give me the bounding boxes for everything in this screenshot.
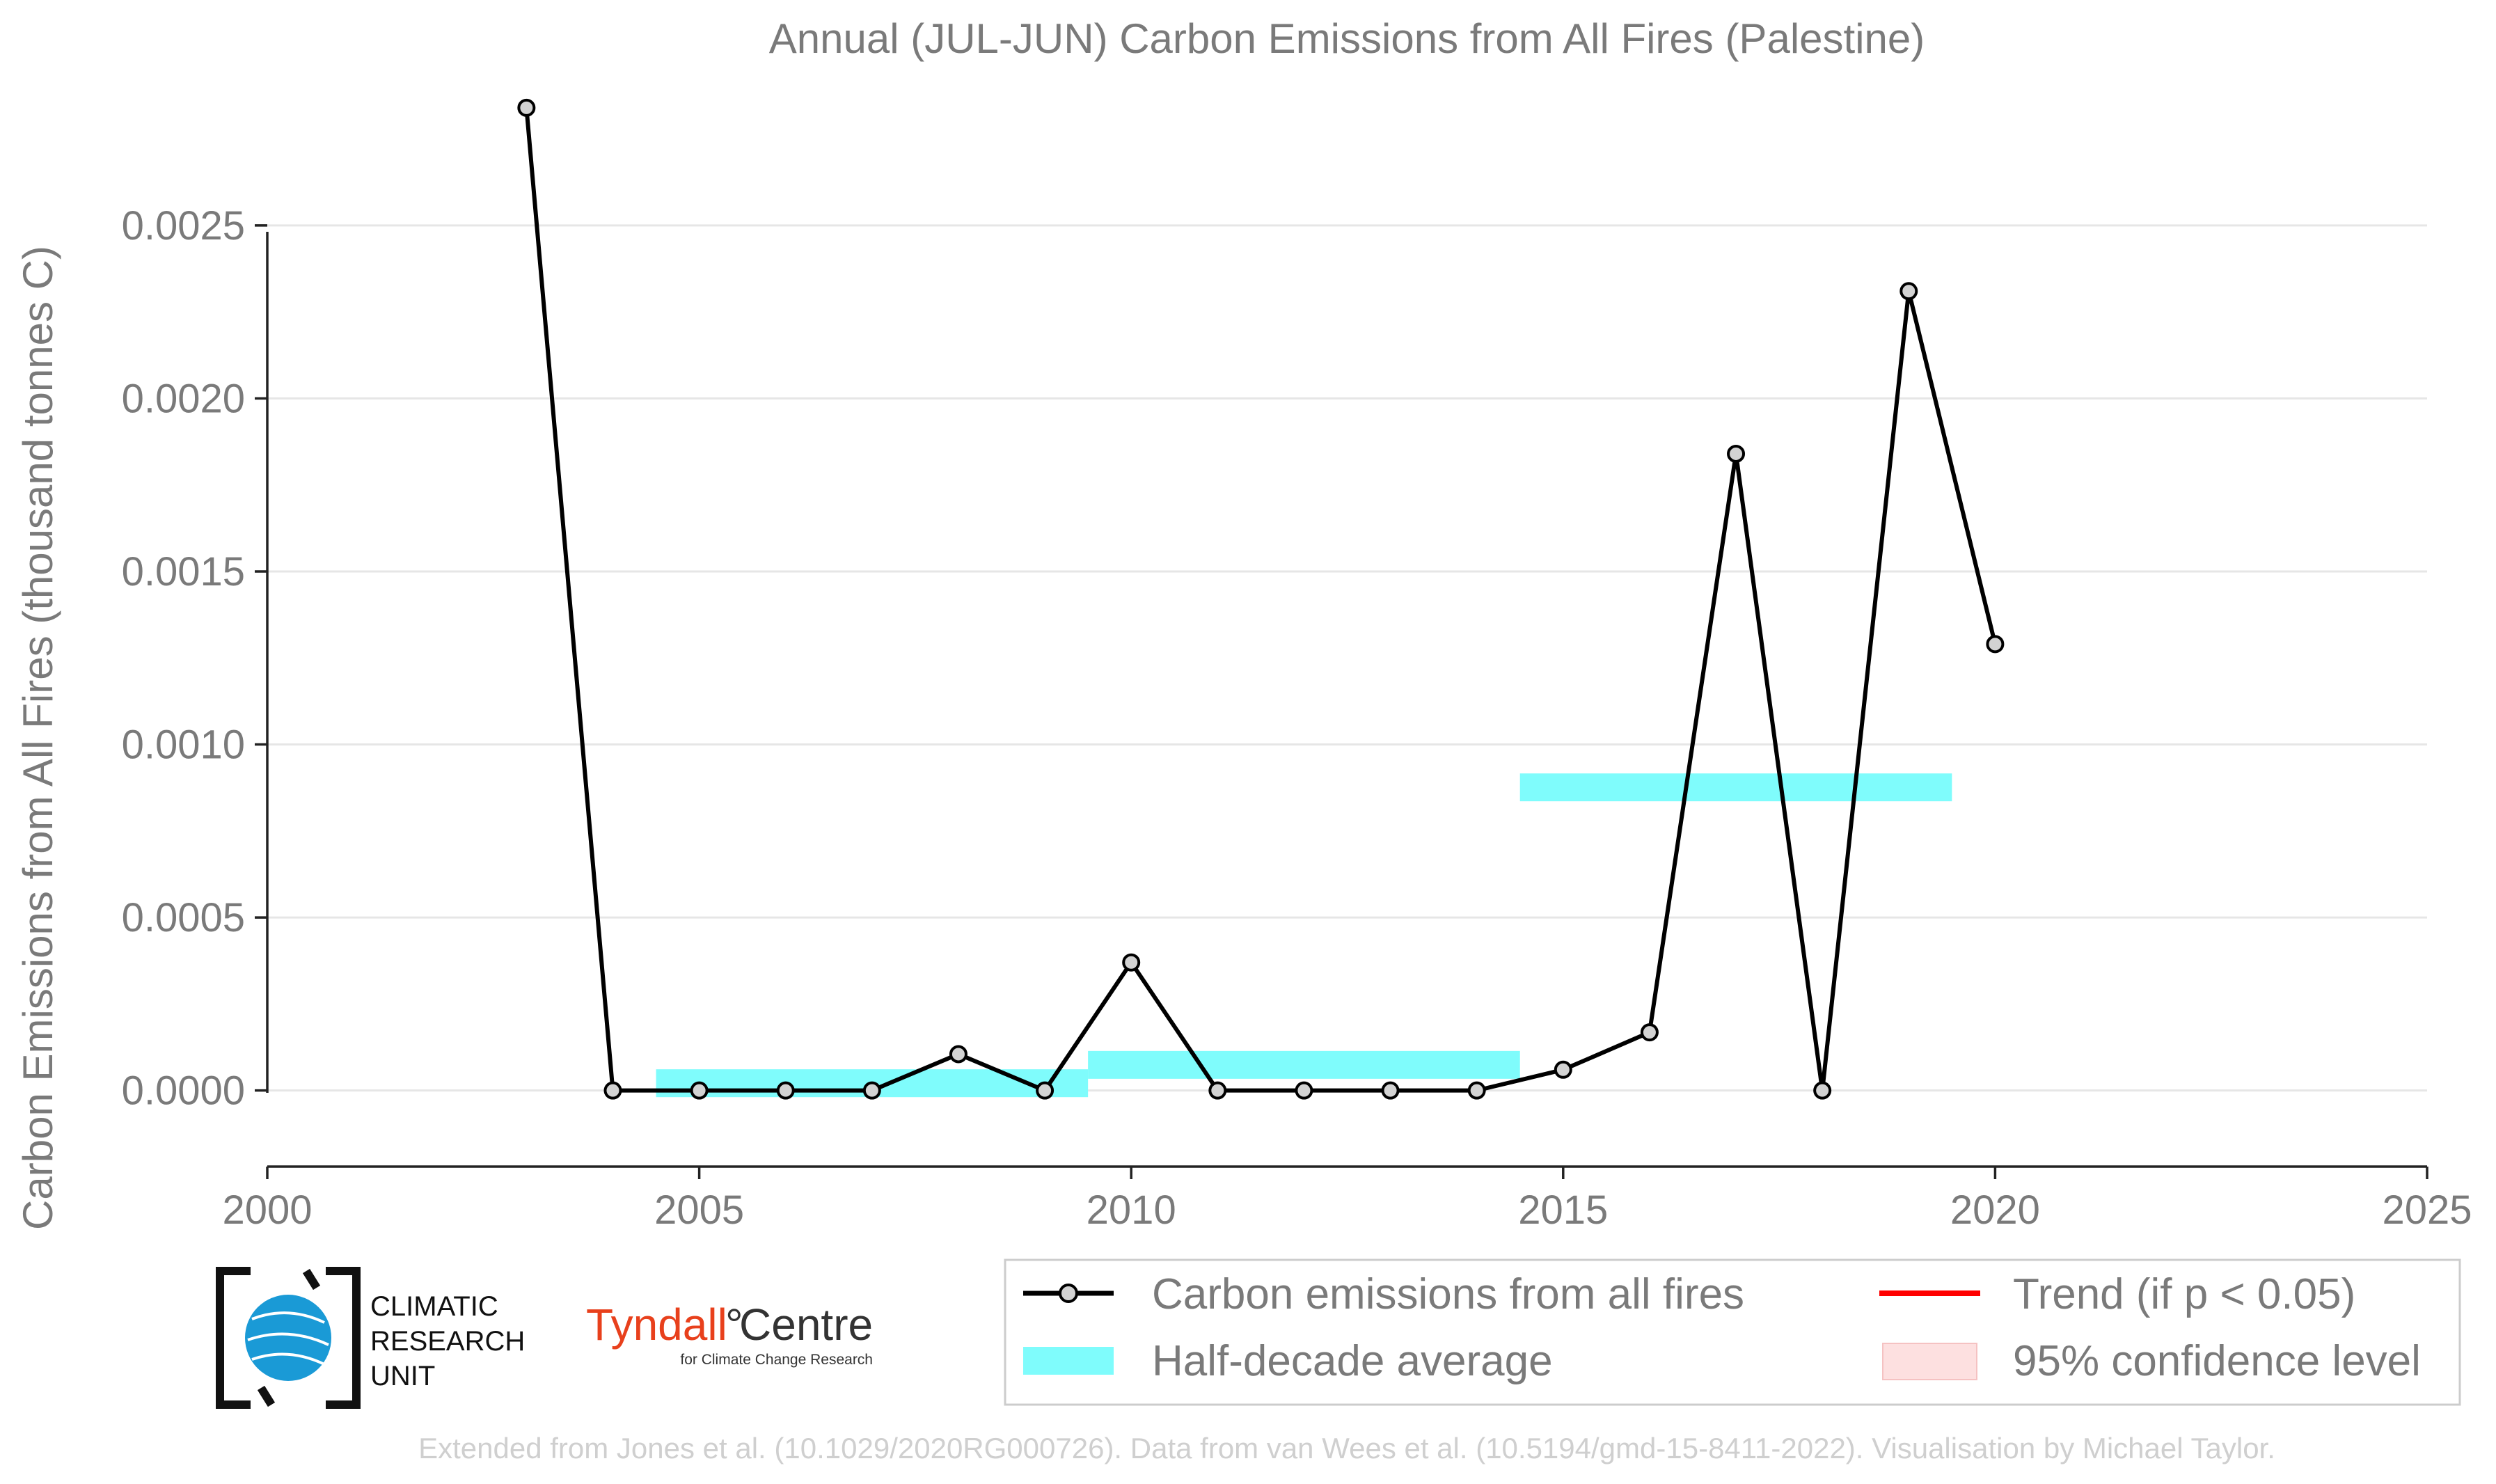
data-point [1295, 1081, 1313, 1100]
legend-label-half-decade: Half-decade average [1152, 1337, 1553, 1385]
y-tick-label: 0.0020 [122, 376, 245, 421]
y-tick-label: 0.0015 [122, 549, 245, 594]
data-point [1899, 282, 1918, 301]
data-point [690, 1081, 709, 1100]
tyndall-centre: Centre [739, 1300, 873, 1350]
data-point [1554, 1060, 1572, 1079]
x-ticks: 2000 2005 2010 2015 2020 2025 [222, 1167, 2472, 1233]
chart-title: Annual (JUL-JUN) Carbon Emissions from A… [769, 15, 1925, 62]
x-tick-label: 2015 [1518, 1187, 1608, 1233]
x-tick-label: 2000 [222, 1187, 312, 1233]
half-decade-band [1519, 773, 1952, 802]
cru-line3: UNIT [370, 1361, 435, 1391]
series-line [524, 107, 1998, 1093]
x-tick-label: 2010 [1087, 1187, 1176, 1233]
tyndall-sub: for Climate Change Research [680, 1352, 873, 1368]
cru-line1: CLIMATIC [370, 1291, 498, 1322]
data-point [862, 1081, 881, 1100]
cru-logo: CLIMATIC RESEARCH UNIT [216, 1267, 525, 1409]
series-polyline [524, 107, 1998, 1093]
tyndall-degree: ° [725, 1300, 743, 1350]
data-point [603, 1081, 622, 1100]
legend-label-series: Carbon emissions from all fires [1152, 1270, 1744, 1318]
legend-item-series: Carbon emissions from all fires [1023, 1270, 1744, 1318]
data-point [1813, 1081, 1832, 1100]
tyndall-name: Tyndall [586, 1300, 727, 1350]
data-point [1381, 1081, 1400, 1100]
legend-label-confidence: 95% confidence level [2013, 1337, 2421, 1385]
series-points [517, 98, 2005, 1100]
y-tick-label: 0.0000 [122, 1068, 245, 1114]
half-decade-bands [656, 773, 1952, 1098]
y-ticks: 0.0000 0.0005 0.0010 0.0015 0.0020 0.0025 [122, 203, 267, 1114]
data-point [1986, 635, 2005, 654]
legend-item-confidence: 95% confidence level [1882, 1337, 2421, 1385]
data-point [1467, 1081, 1486, 1100]
legend-label-trend: Trend (if p < 0.05) [2013, 1270, 2355, 1318]
data-point [949, 1045, 967, 1064]
data-point [1208, 1081, 1227, 1100]
x-tick-label: 2005 [654, 1187, 744, 1233]
data-point [1036, 1081, 1055, 1100]
data-point [517, 98, 536, 117]
legend: Carbon emissions from all fires Trend (i… [1004, 1258, 2461, 1406]
cru-line2: RESEARCH [370, 1326, 525, 1357]
legend-item-half-decade: Half-decade average [1023, 1337, 1553, 1385]
y-tick-label: 0.0005 [122, 895, 245, 940]
y-grid [267, 224, 2427, 1092]
data-point [776, 1081, 795, 1100]
legend-box [1004, 1258, 2461, 1406]
x-tick-label: 2025 [2382, 1187, 2472, 1233]
legend-item-trend: Trend (if p < 0.05) [1879, 1270, 2355, 1318]
data-point [1122, 953, 1141, 972]
y-tick-label: 0.0025 [122, 203, 245, 248]
data-point [1640, 1023, 1659, 1042]
data-point [1727, 444, 1746, 463]
y-tick-label: 0.0010 [122, 723, 245, 768]
tyndall-logo: Tyndall ° Centre for Climate Change Rese… [586, 1300, 873, 1368]
y-axis-label: Carbon Emissions from All Fires (thousan… [15, 246, 61, 1230]
x-tick-label: 2020 [1950, 1187, 2040, 1233]
half-decade-band [1088, 1050, 1520, 1079]
footer-credit: Extended from Jones et al. (10.1029/2020… [418, 1432, 2275, 1465]
